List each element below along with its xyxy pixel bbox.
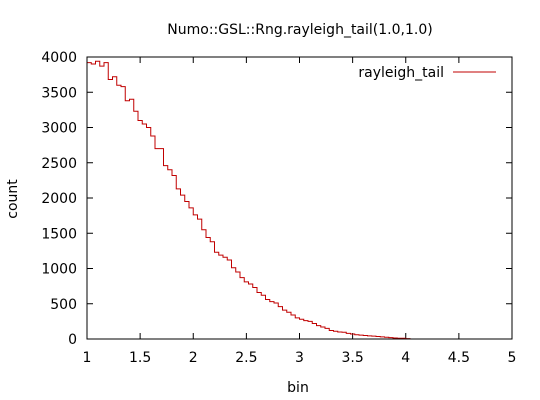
x-tick-label: 2 bbox=[189, 350, 198, 366]
x-tick-label: 3.5 bbox=[341, 350, 363, 366]
y-tick-label: 2000 bbox=[41, 191, 77, 207]
y-tick-label: 4000 bbox=[41, 50, 77, 66]
plot-frame bbox=[86, 56, 513, 340]
y-tick-label: 500 bbox=[50, 297, 77, 313]
y-axis-label: count bbox=[5, 179, 21, 219]
x-axis-label: bin bbox=[287, 380, 309, 396]
chart-title: Numo::GSL::Rng.rayleigh_tail(1.0,1.0) bbox=[167, 22, 432, 38]
axis-ticks bbox=[86, 56, 513, 340]
x-tick-label: 5 bbox=[508, 350, 517, 366]
y-tick-label: 3500 bbox=[41, 85, 77, 101]
y-tick-label: 3000 bbox=[41, 121, 77, 137]
chart-series bbox=[87, 60, 415, 340]
x-tick-label: 1.5 bbox=[129, 350, 151, 366]
legend: rayleigh_tail bbox=[358, 65, 496, 81]
y-tick-label: 1500 bbox=[41, 226, 77, 242]
x-tick-label: 1 bbox=[83, 350, 92, 366]
legend-label: rayleigh_tail bbox=[358, 65, 444, 81]
x-tick-label: 4 bbox=[401, 350, 410, 366]
series-rayleigh-tail-line bbox=[87, 60, 415, 340]
y-tick-label: 0 bbox=[68, 332, 77, 348]
x-tick-label: 3 bbox=[295, 350, 304, 366]
x-tick-label: 4.5 bbox=[448, 350, 470, 366]
y-tick-label: 1000 bbox=[41, 262, 77, 278]
y-tick-label: 2500 bbox=[41, 156, 77, 172]
axis-tick-labels: 1 1.5 2 2.5 3 3.5 4 4.5 5 0 500 1000 1500 2000 2500 300… bbox=[41, 50, 516, 366]
x-tick-label: 2.5 bbox=[235, 350, 257, 366]
